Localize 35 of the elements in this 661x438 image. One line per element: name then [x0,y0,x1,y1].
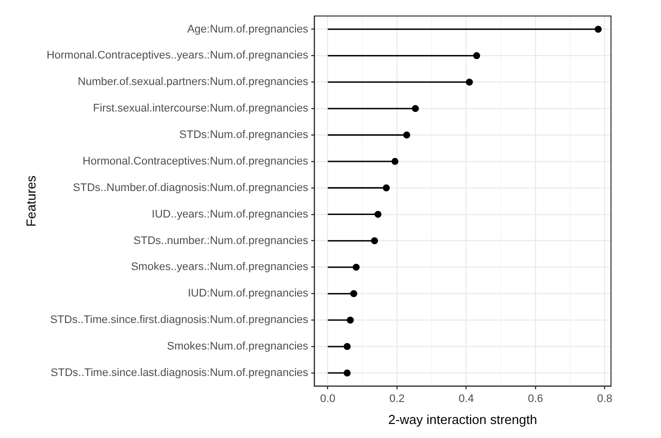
x-axis-title: 2-way interaction strength [388,412,538,427]
point [371,237,378,244]
y-tick-label: STDs..Time.since.first.diagnosis:Num.of.pregnancies [50,314,309,326]
point [374,210,382,218]
point [403,131,410,138]
point [466,78,473,86]
y-tick-label: STDs..Time.since.last.diagnosis:Num.of.pregnancies [50,367,309,380]
point [344,343,351,350]
point [473,52,480,60]
point [346,316,354,324]
point [594,26,602,33]
point [382,184,390,192]
point [352,264,360,271]
x-tick-label: 0.6 [528,392,544,405]
point [344,369,351,376]
point [412,105,419,112]
y-tick-label: STDs..number.:Num.of.pregnancies [133,234,309,247]
y-tick-label: STDs..Number.of.diagnosis:Num.of.pregnancies [72,182,309,194]
y-tick-label: IUD..years.:Num.of.pregnancies [152,208,309,220]
y-tick-label: Smokes..years.:Num.of.pregnancies [130,261,309,274]
y-tick-label: Hormonal.Contraceptives:Num.of.pregnancies [82,155,309,168]
x-tick-label: 0.2 [389,392,405,405]
y-tick-label: Number.of.sexual.partners:Num.of.pregnancies [78,76,309,88]
point [350,290,358,298]
y-tick-label: STDs:Num.of.pregnancies [179,129,309,142]
y-tick-label: Age:Num.of.pregnancies [187,23,309,36]
y-tick-label: Smokes:Num.of.pregnancies [167,340,309,353]
y-tick-label: First.sexual.intercourse:Num.of.pregnancies [93,102,309,115]
y-tick-label: Hormonal.Contraceptives..years.:Num.of.pregnancies [46,50,309,62]
y-tick-label: IUD:Num.of.pregnancies [188,288,309,300]
x-tick-label: 0.0 [320,392,336,405]
y-axis-title: Features [23,174,38,227]
x-tick-label: 0.8 [597,392,612,405]
point [391,158,398,165]
x-tick-label: 0.4 [458,392,474,405]
